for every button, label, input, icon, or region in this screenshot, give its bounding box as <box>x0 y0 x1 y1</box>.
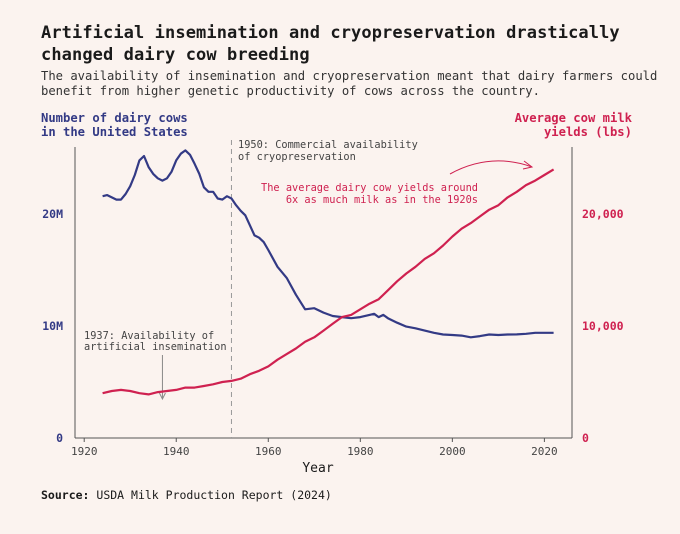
left-axis-label-line2: in the United States <box>41 125 188 139</box>
cryopreservation-annotation-line1: 1950: Commercial availability <box>238 139 418 151</box>
x-tick-label: 1980 <box>347 445 374 458</box>
left-tick-label: 0 <box>56 431 63 445</box>
source-label: Source: <box>41 488 90 502</box>
x-tick-label: 2000 <box>439 445 466 458</box>
left-tick-label: 20M <box>42 207 63 221</box>
right-axis-label-line1: Average cow milk <box>515 111 633 125</box>
x-tick-label: 1940 <box>163 445 190 458</box>
x-tick-label: 2020 <box>531 445 558 458</box>
milk-annotation-arrow <box>449 160 533 175</box>
cryopreservation-annotation-line2: of cryopreservation <box>238 151 356 163</box>
right-tick-label: 0 <box>582 431 589 445</box>
source-text: USDA Milk Production Report (2024) <box>96 488 332 502</box>
left-axis-label-line1: Number of dairy cows <box>41 111 188 125</box>
x-tick-label: 1960 <box>255 445 282 458</box>
right-tick-label: 20,000 <box>582 207 624 221</box>
x-tick-label: 1920 <box>71 445 98 458</box>
series-line-milk-yields <box>102 168 555 396</box>
right-axis-ticks: 0 10,000 20,000 <box>582 207 624 445</box>
source-note: Source: USDA Milk Production Report (202… <box>41 488 332 502</box>
milk-annotation-line1: The average dairy cow yields around <box>261 182 478 194</box>
x-axis-label: Year <box>302 461 333 476</box>
milk-annotation-arrowhead <box>522 160 534 170</box>
chart-title: Artificial insemination and cryopreserva… <box>41 23 620 65</box>
right-axis-label-line2: yields (lbs) <box>544 125 632 139</box>
milk-annotation-line2: 6x as much milk as in the 1920s <box>286 194 478 206</box>
insemination-annotation-line1: 1937: Availability of <box>84 330 214 342</box>
series-line-dairy-cows <box>102 149 554 339</box>
x-axis-ticks: 1920 1940 1960 1980 2000 2020 <box>71 438 558 458</box>
chart-subtitle: The availability of insemination and cry… <box>41 69 658 98</box>
left-tick-label: 10M <box>42 319 63 333</box>
insemination-annotation-line2: artificial insemination <box>84 341 227 353</box>
right-tick-label: 10,000 <box>582 319 624 333</box>
insemination-arrowhead <box>158 392 166 401</box>
left-axis-ticks: 0 10M 20M <box>42 207 63 445</box>
